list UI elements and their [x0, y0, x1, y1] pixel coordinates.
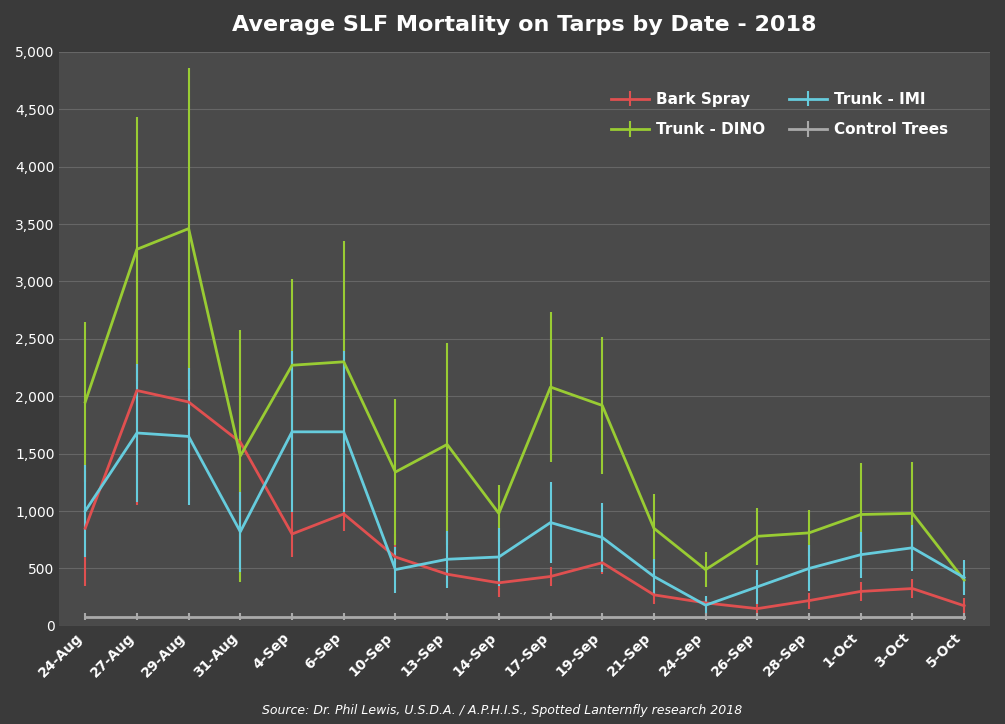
Text: Source: Dr. Phil Lewis, U.S.D.A. / A.P.H.I.S., Spotted Lanternfly research 2018: Source: Dr. Phil Lewis, U.S.D.A. / A.P.H…: [262, 704, 743, 717]
Title: Average SLF Mortality on Tarps by Date - 2018: Average SLF Mortality on Tarps by Date -…: [232, 15, 817, 35]
Legend: Bark Spray, Trunk - DINO, Trunk - IMI, Control Trees: Bark Spray, Trunk - DINO, Trunk - IMI, C…: [595, 77, 964, 153]
